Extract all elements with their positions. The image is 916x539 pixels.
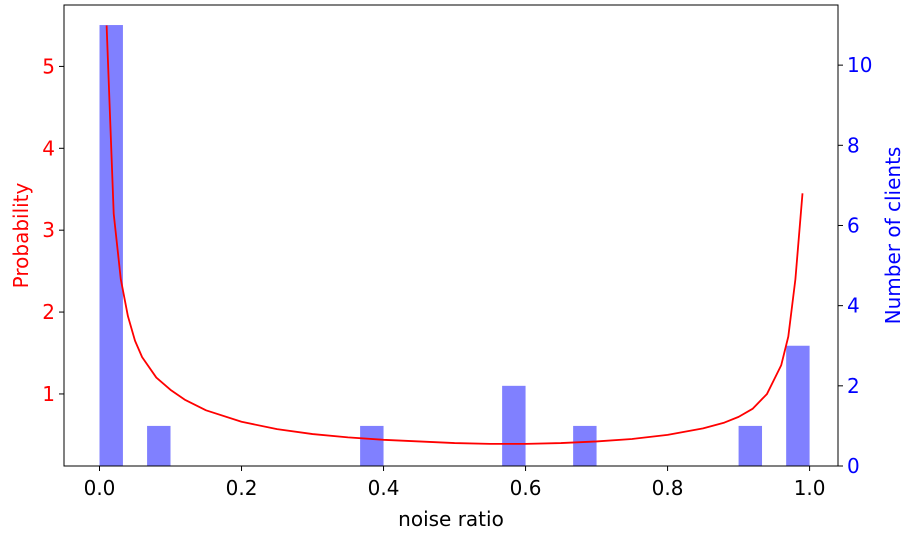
left-y-axis-label: Probability (9, 182, 33, 288)
x-axis-label: noise ratio (398, 507, 504, 531)
left-y-tick-label: 2 (42, 300, 55, 324)
histogram-bar (738, 425, 763, 466)
right-y-tick-label: 8 (847, 133, 860, 157)
histogram-bar (360, 425, 384, 466)
histogram-bars (99, 25, 810, 466)
histogram-bar (147, 425, 171, 466)
density-line (105, 25, 804, 445)
histogram-bar (99, 25, 123, 466)
right-y-tick-label: 4 (847, 294, 860, 318)
right-y-tick-label: 2 (847, 374, 860, 398)
x-axis: 0.0 0.2 0.4 0.6 0.8 1.0 (84, 466, 826, 500)
right-y-tick-label: 6 (847, 213, 860, 237)
right-y-tick-label: 0 (847, 454, 860, 478)
histogram-bar (573, 425, 597, 466)
plot-frame (63, 4, 839, 467)
density-line-layer (105, 25, 804, 445)
x-tick-label: 0.4 (368, 476, 400, 500)
left-y-tick-label: 1 (42, 382, 55, 406)
left-y-tick-label: 5 (42, 54, 55, 78)
x-tick-label: 1.0 (794, 476, 826, 500)
right-y-tick-label: 10 (847, 53, 872, 77)
histogram-bar (786, 345, 810, 466)
histogram-bar (502, 385, 526, 466)
left-y-tick-label: 3 (42, 218, 55, 242)
right-y-axis: 0 2 4 6 8 10 (838, 53, 872, 478)
x-tick-label: 0.2 (226, 476, 258, 500)
left-y-axis: 1 2 3 4 5 (42, 54, 64, 406)
x-tick-label: 0.8 (652, 476, 684, 500)
x-tick-label: 0.0 (84, 476, 116, 500)
left-y-tick-label: 4 (42, 136, 55, 160)
right-y-axis-label: Number of clients (881, 147, 905, 325)
x-tick-label: 0.6 (510, 476, 542, 500)
